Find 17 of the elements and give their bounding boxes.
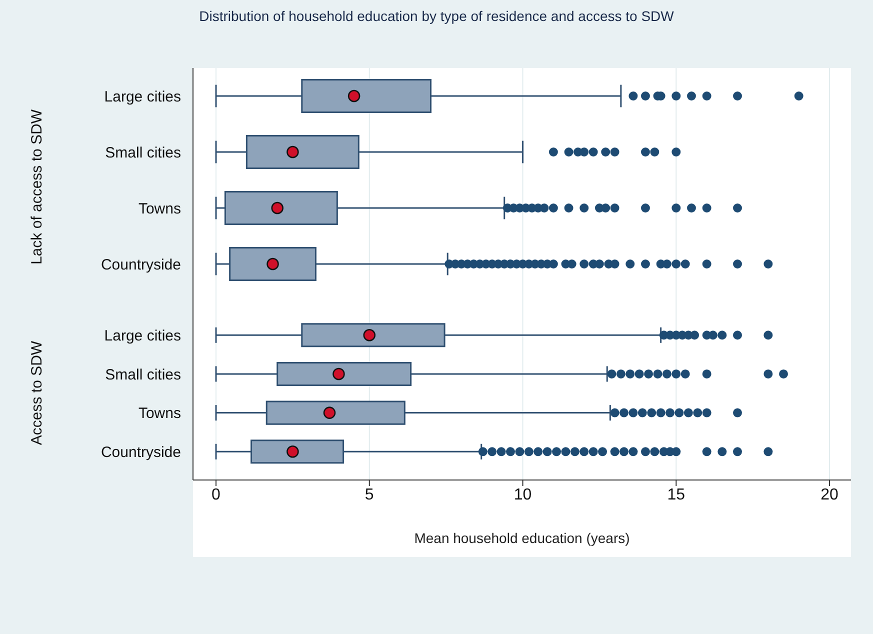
x-tick-label: 15	[667, 486, 686, 504]
x-tick-label: 5	[364, 486, 374, 504]
x-tick-label: 10	[514, 486, 532, 504]
y-axis-title: Lack of access to SDW	[28, 108, 46, 265]
y-tick-label: Small cities	[105, 144, 181, 162]
y-axis-title: Access to SDW	[28, 340, 46, 446]
y-tick-label: Large cities	[104, 88, 181, 106]
y-tick-label: Towns	[138, 200, 181, 218]
chart-title: Distribution of household education by type of residence and access to SDW	[198, 8, 675, 24]
x-tick-label: 0	[212, 486, 221, 504]
y-tick-label: Large cities	[104, 327, 181, 344]
y-tick-label: Towns	[138, 405, 181, 422]
y-tick-label: Small cities	[105, 366, 181, 384]
y-tick-label: Countryside	[100, 444, 181, 461]
x-axis-title: Mean household education (years)	[414, 530, 630, 546]
x-tick-label: 20	[820, 486, 839, 504]
y-tick-label: Countryside	[100, 256, 181, 274]
